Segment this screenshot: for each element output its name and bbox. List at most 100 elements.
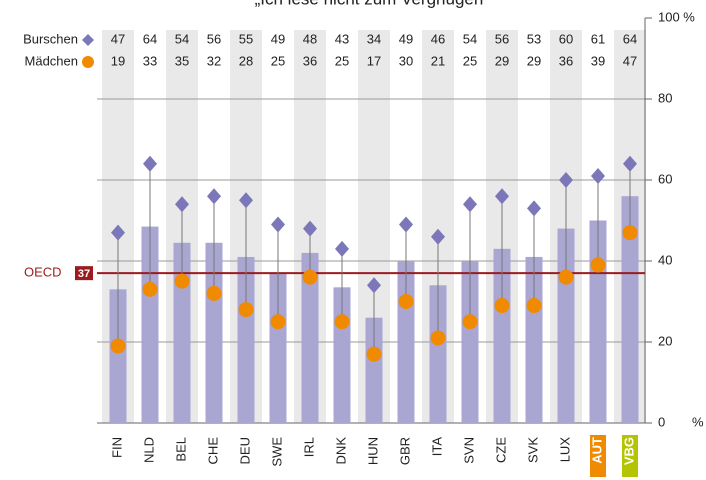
girls-marker — [398, 294, 414, 309]
boys-value: 60 — [559, 31, 573, 46]
girls-value: 36 — [303, 53, 317, 68]
girls-marker — [302, 269, 318, 285]
boys-marker — [303, 220, 317, 237]
y-tick-label: 20 — [658, 333, 672, 348]
y-tick-label: 40 — [658, 252, 672, 267]
y-unit: % — [692, 414, 704, 429]
boys-marker — [527, 200, 541, 217]
bar — [525, 256, 543, 423]
bar — [429, 285, 447, 423]
girls-value: 32 — [207, 53, 221, 68]
y-tick-label: 60 — [658, 171, 672, 186]
girls-value: 28 — [239, 53, 253, 68]
boys-value: 64 — [623, 31, 637, 46]
boys-value: 49 — [271, 31, 285, 46]
bar — [365, 317, 383, 423]
bar — [461, 261, 479, 423]
legend-marker — [82, 34, 94, 46]
boys-marker — [335, 240, 349, 257]
boys-value: 46 — [431, 31, 445, 46]
bar — [173, 242, 191, 423]
girls-value: 33 — [143, 53, 157, 68]
x-tick-label: VBG — [621, 437, 636, 465]
girls-value: 47 — [623, 53, 637, 68]
boys-marker — [111, 224, 125, 241]
boys-value: 64 — [143, 31, 157, 46]
chart-title: „Ich lese nicht zum Vergnügen" — [255, 0, 490, 8]
x-tick-label: IRL — [301, 437, 316, 457]
girls-marker — [142, 281, 158, 297]
reference-value: 37 — [78, 268, 90, 280]
legend-label: Burschen — [23, 31, 78, 46]
legend-label: Mädchen — [25, 53, 78, 68]
girls-marker — [270, 314, 286, 330]
x-tick-label: BEL — [173, 437, 188, 462]
boys-value: 48 — [303, 31, 317, 46]
boys-marker — [399, 216, 413, 233]
x-tick-label: AUT — [589, 437, 604, 464]
bar — [493, 248, 511, 423]
boys-marker — [175, 196, 189, 213]
girls-marker — [366, 346, 382, 362]
bar — [621, 196, 639, 423]
boys-value: 61 — [591, 31, 605, 46]
x-tick-label: SWE — [269, 437, 284, 467]
girls-marker — [238, 302, 254, 318]
x-tick-label: FIN — [109, 437, 124, 458]
bar — [301, 252, 319, 423]
legend-marker — [82, 56, 94, 68]
x-tick-label: DEU — [237, 437, 252, 464]
x-tick-label: SVK — [525, 437, 540, 463]
boys-marker — [559, 172, 573, 188]
boys-marker — [239, 192, 253, 209]
girls-marker — [526, 298, 542, 314]
girls-value: 29 — [495, 53, 509, 68]
girls-value: 39 — [591, 53, 605, 68]
x-tick-label: ITA — [429, 437, 444, 457]
girls-value: 36 — [559, 53, 573, 68]
bar — [141, 226, 159, 423]
x-tick-label: NLD — [141, 437, 156, 463]
boys-marker — [271, 216, 285, 233]
bar — [269, 273, 287, 423]
x-tick-label: LUX — [557, 437, 572, 463]
reference-label: OECD — [24, 265, 62, 280]
boys-marker — [143, 155, 157, 172]
y-tick-label: 80 — [658, 90, 672, 105]
girls-marker — [334, 314, 350, 330]
boys-marker — [591, 167, 605, 184]
y-tick-label: 0 — [658, 414, 665, 429]
boys-value: 54 — [463, 31, 477, 46]
boys-value: 49 — [399, 31, 413, 46]
girls-marker — [622, 225, 638, 241]
boys-value: 56 — [207, 31, 221, 46]
boys-value: 43 — [335, 31, 349, 46]
x-tick-label: CHE — [205, 437, 220, 465]
category-highlight — [590, 435, 606, 477]
girls-value: 25 — [463, 53, 477, 68]
boys-marker — [495, 188, 509, 205]
bar — [109, 289, 127, 423]
boys-value: 56 — [495, 31, 509, 46]
category-highlight — [622, 435, 638, 477]
girls-marker — [558, 269, 574, 285]
girls-value: 25 — [271, 53, 285, 68]
x-tick-label: DNK — [333, 437, 348, 465]
girls-marker — [430, 330, 446, 346]
boys-value: 54 — [175, 31, 189, 46]
boys-value: 47 — [111, 31, 125, 46]
boys-marker — [623, 155, 637, 172]
girls-value: 19 — [111, 53, 125, 68]
x-tick-label: CZE — [493, 437, 508, 463]
girls-value: 29 — [527, 53, 541, 68]
girls-marker — [494, 298, 510, 314]
boys-marker — [431, 228, 445, 245]
girls-marker — [206, 285, 222, 301]
girls-value: 17 — [367, 53, 381, 68]
girls-marker — [110, 338, 126, 354]
x-tick-label: SVN — [461, 437, 476, 464]
x-tick-label: HUN — [365, 437, 380, 465]
reference-badge — [75, 266, 93, 281]
boys-value: 34 — [367, 31, 381, 46]
boys-value: 55 — [239, 31, 253, 46]
